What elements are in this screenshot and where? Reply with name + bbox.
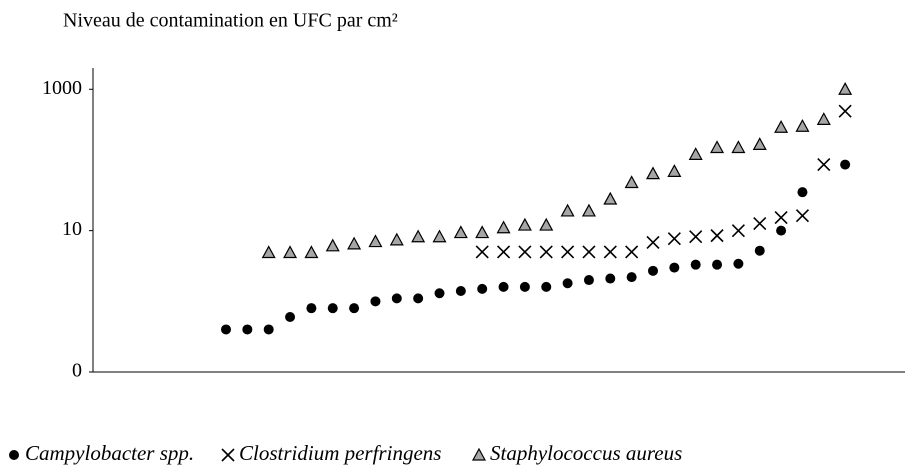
legend-label: Clostridium perfringens xyxy=(239,441,441,465)
point xyxy=(496,245,511,259)
point xyxy=(539,245,553,259)
point xyxy=(838,104,852,118)
point xyxy=(325,238,340,252)
point xyxy=(753,216,767,231)
y-tick-label: 1000 xyxy=(42,77,82,99)
point xyxy=(603,191,618,205)
point xyxy=(475,225,490,239)
point xyxy=(582,245,596,259)
point xyxy=(795,118,810,132)
point xyxy=(541,281,552,292)
point xyxy=(306,303,317,314)
point xyxy=(712,259,723,270)
point xyxy=(368,234,383,248)
point xyxy=(370,296,381,307)
point xyxy=(731,140,746,154)
point xyxy=(477,283,488,294)
point xyxy=(347,236,362,250)
point xyxy=(840,159,851,170)
point xyxy=(667,232,681,246)
point xyxy=(754,245,765,256)
point xyxy=(327,303,338,314)
chart-title: Niveau de contamination en UFC par cm² xyxy=(63,10,398,32)
point xyxy=(774,211,788,225)
point xyxy=(624,175,639,189)
y-tick-label: 0 xyxy=(72,360,82,382)
legend-marker xyxy=(471,447,487,461)
point xyxy=(733,258,744,269)
legend-marker xyxy=(9,450,19,460)
point xyxy=(583,275,594,286)
point xyxy=(817,158,831,172)
point xyxy=(389,232,404,246)
point xyxy=(560,203,575,217)
point xyxy=(626,272,637,283)
point xyxy=(519,281,530,292)
point xyxy=(838,82,853,95)
point xyxy=(581,203,596,217)
point xyxy=(539,217,554,231)
point xyxy=(625,245,639,259)
point xyxy=(434,288,445,299)
point xyxy=(285,311,296,322)
point xyxy=(283,245,298,259)
point xyxy=(731,224,745,238)
point xyxy=(710,229,724,243)
point xyxy=(645,166,661,180)
point xyxy=(669,262,680,273)
point xyxy=(517,217,532,231)
point xyxy=(646,235,660,250)
legend-label: Staphylococcus aureus xyxy=(490,441,682,465)
point xyxy=(774,120,789,133)
point xyxy=(710,140,725,154)
point xyxy=(411,229,426,243)
point xyxy=(498,281,509,292)
point xyxy=(518,245,532,259)
point xyxy=(648,265,658,276)
y-tick-label: 10 xyxy=(62,218,82,240)
point xyxy=(795,209,810,223)
point xyxy=(689,230,703,244)
point xyxy=(455,285,466,296)
point xyxy=(475,245,489,259)
point xyxy=(816,112,831,125)
point xyxy=(453,225,468,239)
point xyxy=(391,293,402,304)
point xyxy=(688,147,703,160)
legend-marker xyxy=(221,448,235,462)
point xyxy=(432,229,447,243)
point xyxy=(304,245,319,259)
point xyxy=(413,293,424,304)
point xyxy=(496,220,511,234)
point xyxy=(776,225,787,236)
point xyxy=(690,259,701,270)
point xyxy=(605,273,616,284)
point xyxy=(221,324,231,335)
point xyxy=(349,303,360,314)
point xyxy=(667,164,682,177)
point xyxy=(561,245,575,259)
point xyxy=(263,324,274,335)
point xyxy=(603,245,617,259)
point xyxy=(242,324,253,335)
point xyxy=(797,187,808,198)
point xyxy=(562,278,573,289)
point xyxy=(261,245,276,259)
legend-label: Campylobacter spp. xyxy=(25,441,194,465)
point xyxy=(752,137,767,150)
